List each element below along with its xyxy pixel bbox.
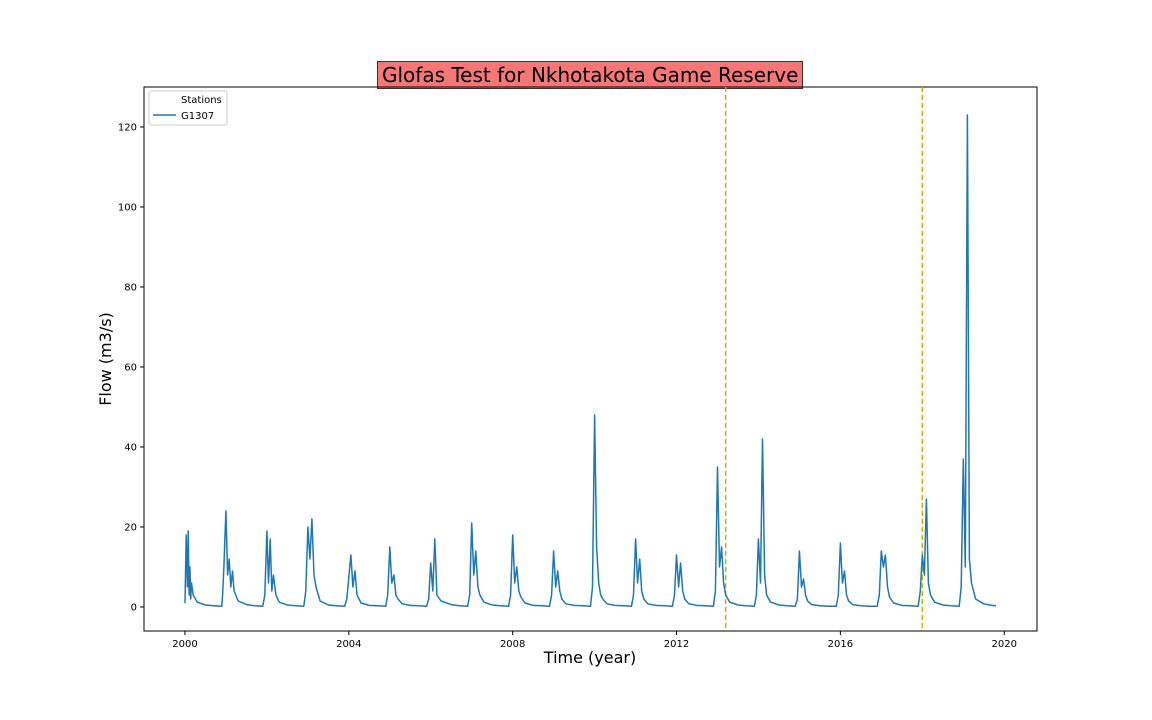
y-tick-label: 0 xyxy=(131,603,137,614)
plot-area-frame xyxy=(143,86,1038,632)
legend-title: Stations xyxy=(181,95,222,106)
x-tick-label: 2004 xyxy=(336,639,361,650)
series-group xyxy=(184,114,997,607)
y-tick-label: 20 xyxy=(124,523,137,534)
y-tick-label: 40 xyxy=(124,443,137,454)
legend-entry-g1307: G1307 xyxy=(181,111,214,122)
y-tick-label: 120 xyxy=(118,123,137,134)
y-tick-label: 60 xyxy=(124,363,137,374)
legend: Stations G1307 xyxy=(148,90,228,126)
y-tick-label: 80 xyxy=(124,283,137,294)
legend-box xyxy=(148,90,228,126)
x-tick-label: 2020 xyxy=(992,639,1017,650)
reference-lines xyxy=(724,87,924,631)
x-axis-label: Time (year) xyxy=(543,648,636,667)
series-line-g1307 xyxy=(184,114,997,607)
x-tick-label: 2000 xyxy=(172,639,197,650)
y-axis-label: Flow (m3/s) xyxy=(96,312,115,406)
x-tick-label: 2012 xyxy=(664,639,689,650)
x-tick-label: 2008 xyxy=(500,639,525,650)
x-tick-label: 2016 xyxy=(828,639,853,650)
chart-title: Glofas Test for Nkhotakota Game Reserve xyxy=(377,61,804,89)
y-tick-label: 100 xyxy=(118,203,137,214)
axis-ticks: 2000 2004 2008 2012 2016 2020 0 20 40 60 80 100 120 xyxy=(118,123,1017,651)
